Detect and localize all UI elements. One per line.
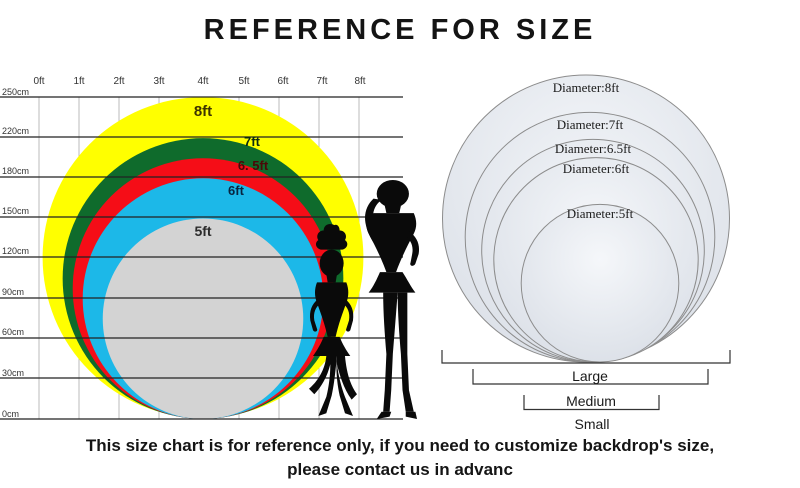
svg-text:Medium: Medium (566, 393, 616, 409)
svg-text:Diameter:6ft: Diameter:6ft (563, 161, 630, 176)
svg-text:5ft: 5ft (238, 76, 249, 87)
svg-text:8ft: 8ft (354, 76, 365, 87)
svg-text:4ft: 4ft (197, 76, 208, 87)
svg-text:1ft: 1ft (73, 76, 84, 87)
svg-text:2ft: 2ft (113, 76, 124, 87)
svg-text:6ft: 6ft (277, 76, 288, 87)
svg-text:90cm: 90cm (2, 287, 24, 297)
svg-text:0ft: 0ft (33, 76, 44, 87)
svg-text:8ft: 8ft (194, 103, 212, 120)
svg-text:Diameter:6.5ft: Diameter:6.5ft (555, 141, 632, 156)
svg-text:Diameter:8ft: Diameter:8ft (553, 80, 620, 95)
svg-text:6ft: 6ft (228, 183, 245, 198)
svg-text:250cm: 250cm (2, 87, 29, 97)
svg-text:220cm: 220cm (2, 126, 29, 136)
svg-text:0cm: 0cm (2, 409, 19, 419)
svg-text:Large: Large (572, 368, 608, 384)
svg-text:7ft: 7ft (244, 134, 261, 149)
svg-text:7ft: 7ft (316, 76, 327, 87)
svg-text:Diameter:7ft: Diameter:7ft (557, 117, 624, 132)
svg-text:150cm: 150cm (2, 206, 29, 216)
svg-text:6. 5ft: 6. 5ft (238, 158, 269, 173)
svg-text:180cm: 180cm (2, 166, 29, 176)
svg-text:Small: Small (574, 416, 609, 432)
svg-text:3ft: 3ft (153, 76, 164, 87)
svg-text:30cm: 30cm (2, 368, 24, 378)
svg-text:120cm: 120cm (2, 246, 29, 256)
svg-text:Diameter:5ft: Diameter:5ft (567, 206, 634, 221)
svg-text:60cm: 60cm (2, 327, 24, 337)
svg-text:5ft: 5ft (194, 223, 211, 239)
